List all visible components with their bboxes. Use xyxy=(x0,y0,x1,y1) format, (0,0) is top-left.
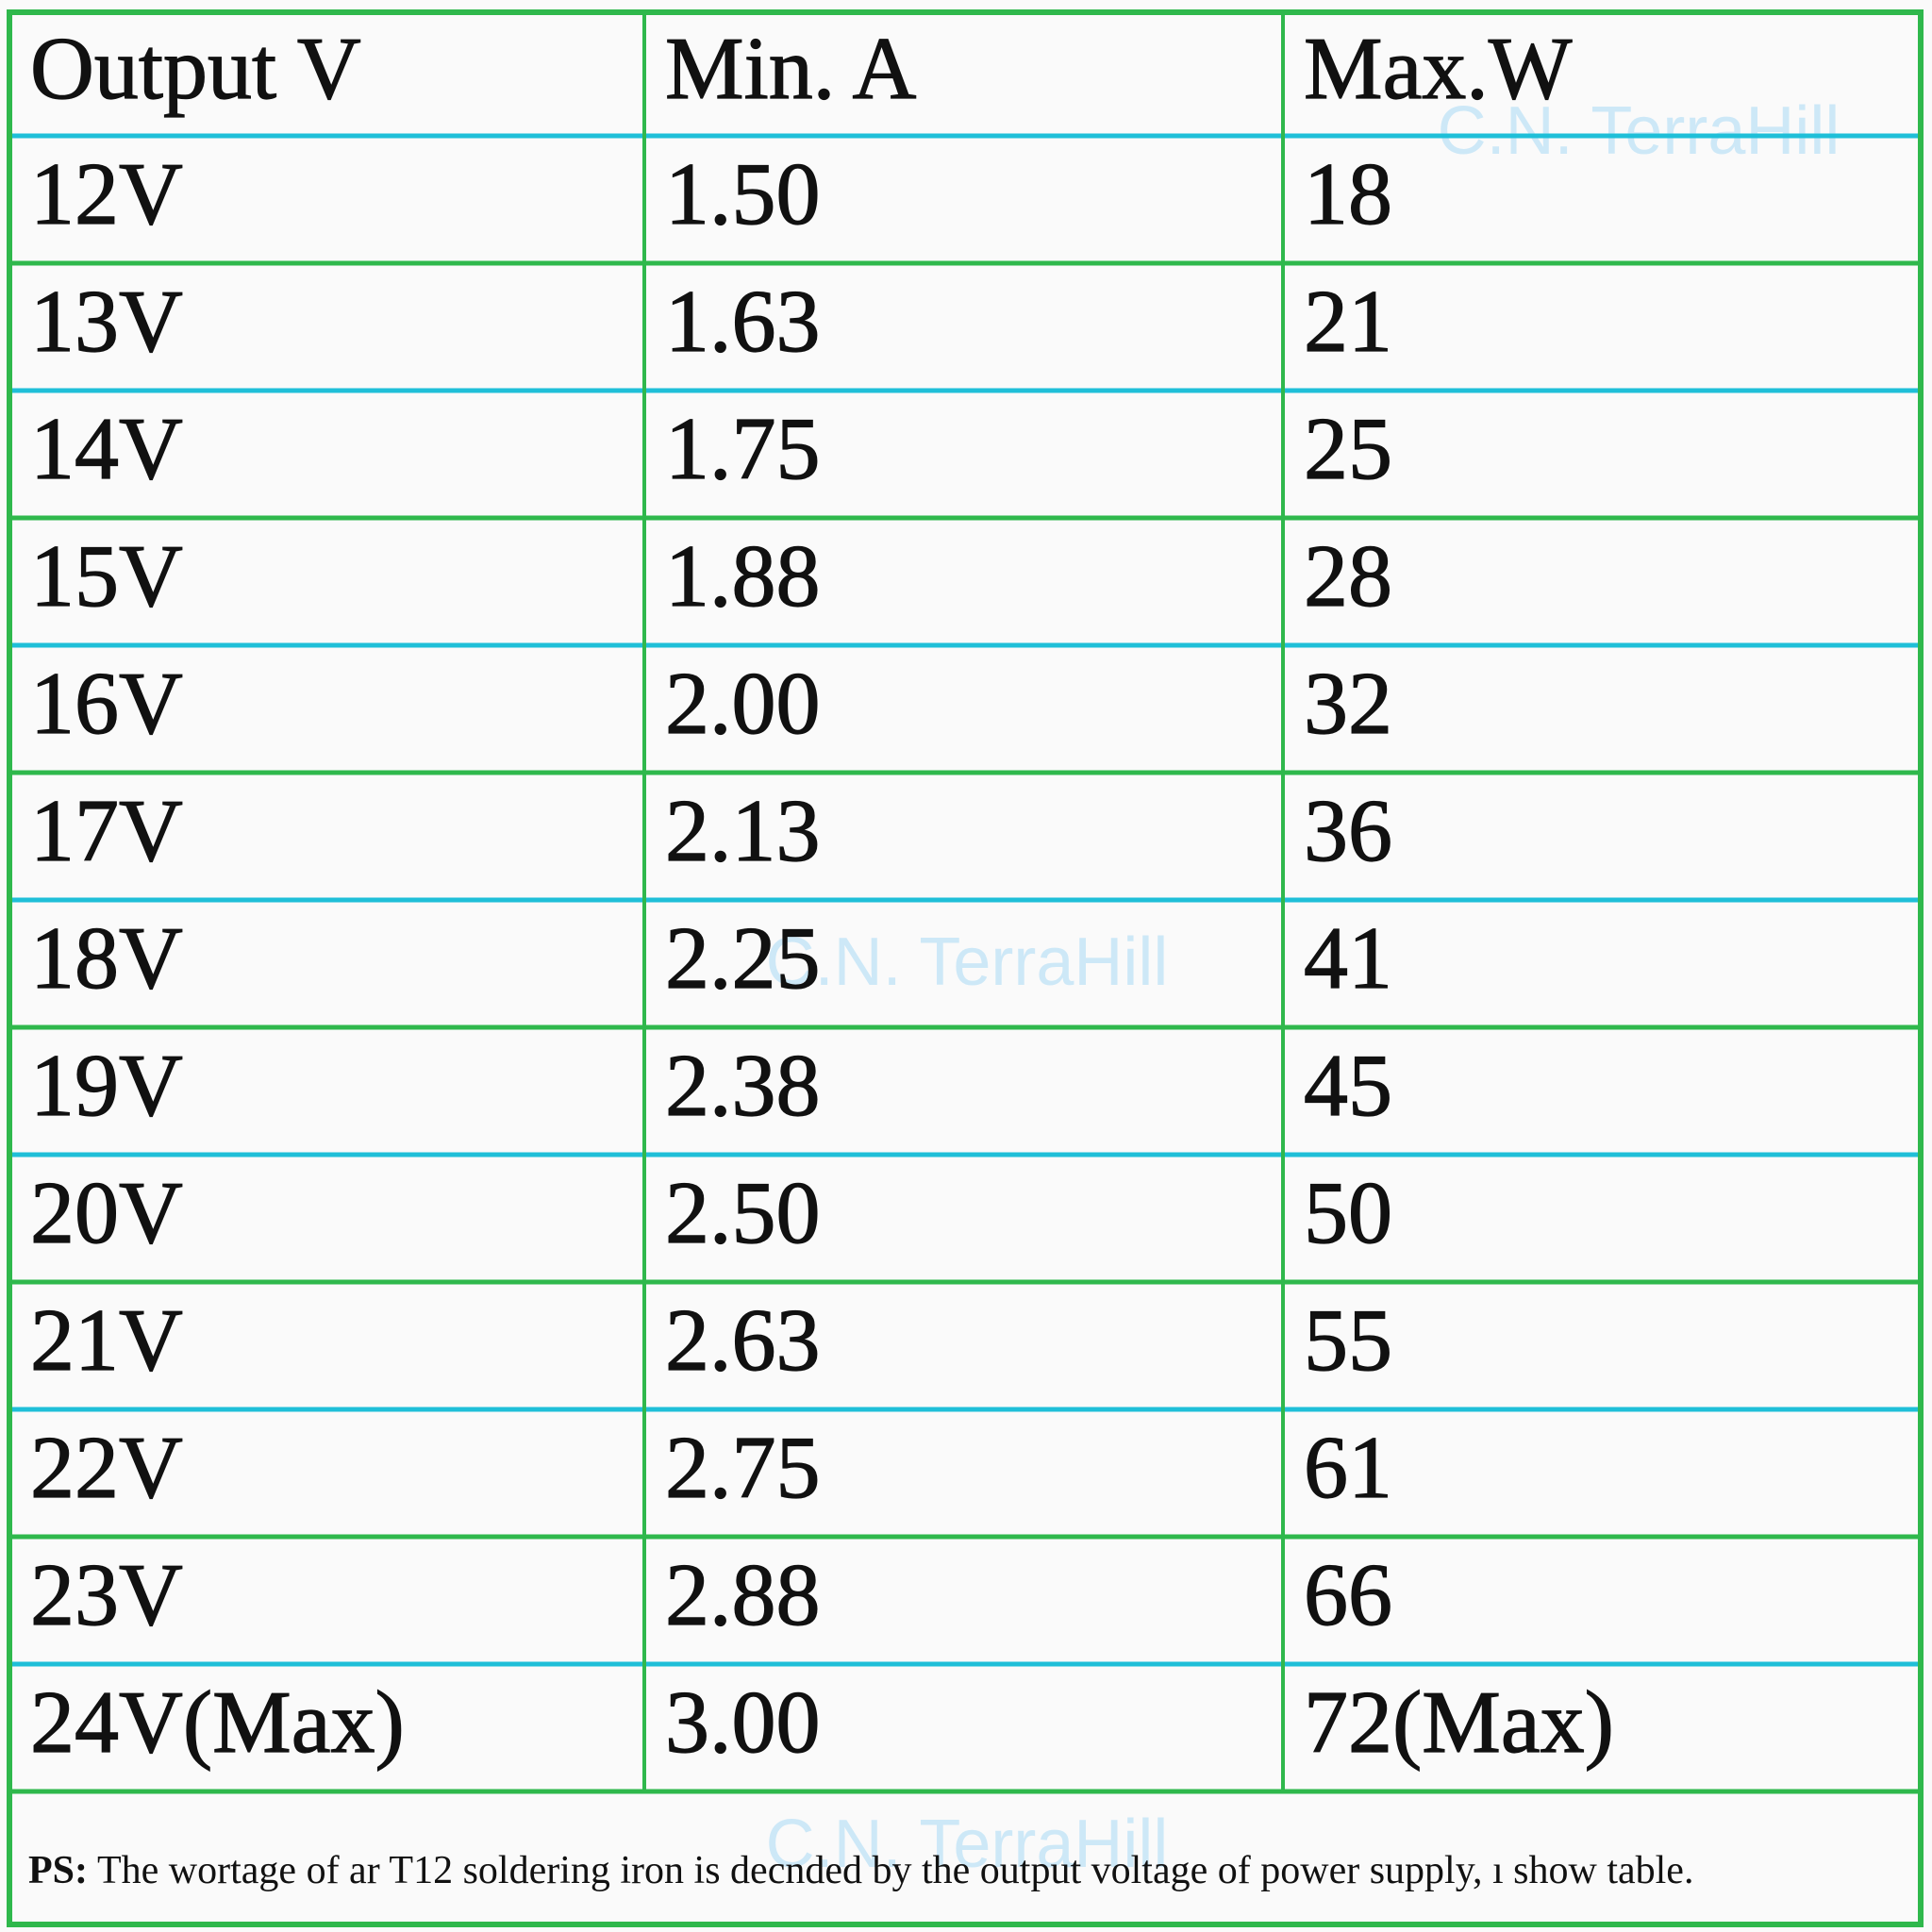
footnote-text: The wortage of ar T12 soldering iron is … xyxy=(97,1849,1693,1892)
table-cell: 1.63 xyxy=(665,273,821,371)
footnote-label: PS: xyxy=(28,1849,88,1892)
table-cell: 1.75 xyxy=(665,400,821,498)
table-cell: 18 xyxy=(1304,145,1392,243)
table-cell: 23V xyxy=(30,1546,183,1644)
table-cell: 19V xyxy=(30,1037,183,1135)
table-cell: 61 xyxy=(1304,1419,1392,1517)
table-cell: 3.00 xyxy=(665,1674,821,1772)
table-cell: 2.63 xyxy=(665,1291,821,1390)
table-cell: 21 xyxy=(1304,273,1392,371)
header-cell: Min. A xyxy=(665,20,917,118)
table-cell: 2.88 xyxy=(665,1546,821,1644)
table-cell: 45 xyxy=(1304,1037,1392,1135)
table-cell: 1.50 xyxy=(665,145,821,243)
table-cell: 50 xyxy=(1304,1164,1392,1262)
table-cell: 2.00 xyxy=(665,655,821,753)
header-cell: Output V xyxy=(30,20,361,118)
table-cell: 2.75 xyxy=(665,1419,821,1517)
footnote: PS: The wortage of ar T12 soldering iron … xyxy=(28,1849,1693,1892)
table-cell: 13V xyxy=(30,273,183,371)
table-cell: 21V xyxy=(30,1291,183,1390)
table-cell: 2.50 xyxy=(665,1164,821,1262)
table-cell: 12V xyxy=(30,145,183,243)
table-cell: 20V xyxy=(30,1164,183,1262)
table-cell: 17V xyxy=(30,782,183,880)
table-cell: 36 xyxy=(1304,782,1392,880)
table-cell: 2.13 xyxy=(665,782,821,880)
table-cell: 32 xyxy=(1304,655,1392,753)
table-cell: 15V xyxy=(30,527,183,625)
table-cell: 2.25 xyxy=(665,909,821,1008)
table-cell: 2.38 xyxy=(665,1037,821,1135)
table-cell: 22V xyxy=(30,1419,183,1517)
table-cell: 55 xyxy=(1304,1291,1392,1390)
table-cell: 72(Max) xyxy=(1304,1674,1614,1772)
watermark: C.N. TerraHill xyxy=(1438,93,1840,169)
table-cell: 24V(Max) xyxy=(30,1674,405,1772)
table-cell: 16V xyxy=(30,655,183,753)
header-cell: Max.W xyxy=(1304,20,1573,118)
table-cell: 18V xyxy=(30,909,183,1008)
watermark: C.N. TerraHill xyxy=(766,1807,1169,1882)
table-cell: 66 xyxy=(1304,1546,1392,1644)
table-cell: 41 xyxy=(1304,909,1392,1008)
watermark: C.N. TerraHill xyxy=(766,924,1169,1000)
table-cell: 14V xyxy=(30,400,183,498)
table-cell: 1.88 xyxy=(665,527,821,625)
table-cell: 28 xyxy=(1304,527,1392,625)
table-border xyxy=(7,9,1924,1927)
table-cell: 25 xyxy=(1304,400,1392,498)
